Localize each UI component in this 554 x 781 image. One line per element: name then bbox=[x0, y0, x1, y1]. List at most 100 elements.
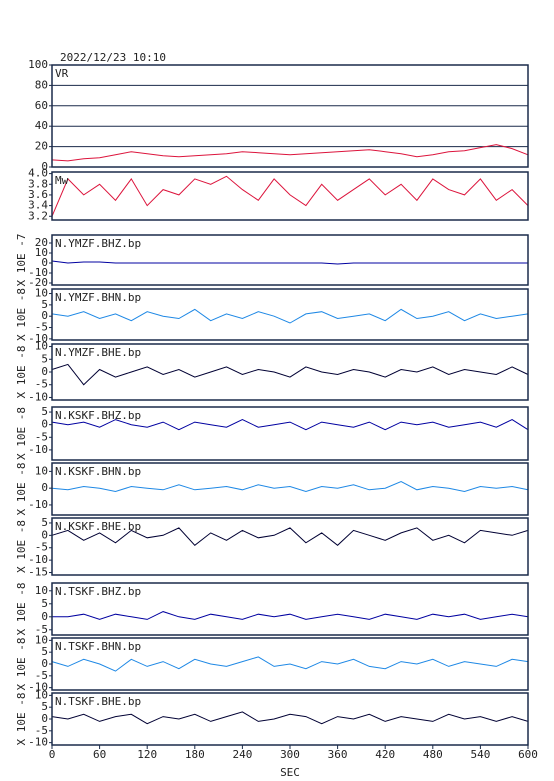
y-tick-label: 10 bbox=[35, 584, 48, 597]
y-tick-label: 40 bbox=[35, 119, 48, 132]
y-tick-label: 20 bbox=[35, 140, 48, 153]
y-tick-label: 5 bbox=[41, 298, 48, 311]
y-tick-label: 0 bbox=[41, 256, 48, 269]
y-tick-label: 5 bbox=[41, 597, 48, 610]
y-tick-label: -5 bbox=[35, 724, 48, 737]
waveform bbox=[51, 656, 529, 672]
y-tick-label: 10 bbox=[35, 464, 48, 477]
panel-title: N.TSKF.BHZ.bp bbox=[55, 585, 141, 598]
y-tick-label: 5 bbox=[41, 352, 48, 365]
waveform bbox=[52, 611, 529, 620]
x-tick-label: 180 bbox=[185, 748, 205, 761]
y-axis-label: X 10E -8 bbox=[15, 520, 28, 573]
panel-title: Mw bbox=[55, 174, 69, 187]
panel-frame bbox=[51, 64, 529, 168]
y-tick-label: -10 bbox=[28, 443, 48, 456]
y-tick-label: 0 bbox=[41, 418, 48, 431]
y-tick-label: 5 bbox=[41, 645, 48, 658]
panel-frame bbox=[51, 406, 529, 461]
y-tick-label: -10 bbox=[28, 266, 48, 279]
waveform bbox=[51, 527, 529, 546]
x-tick-label: 240 bbox=[232, 748, 252, 761]
panel-frame bbox=[51, 171, 529, 221]
y-tick-label: 80 bbox=[35, 78, 48, 91]
waveform bbox=[51, 363, 529, 386]
y-tick-label: 0 bbox=[41, 481, 48, 494]
y-tick-label: -10 bbox=[28, 553, 48, 566]
panel-title: N.KSKF.BHN.bp bbox=[55, 465, 141, 478]
panel-title: N.TSKF.BHE.bp bbox=[55, 695, 141, 708]
y-tick-label: 4.0 bbox=[28, 167, 48, 180]
y-tick-label: -10 bbox=[28, 332, 48, 345]
y-tick-label: -5 bbox=[35, 321, 48, 334]
y-tick-label: 10 bbox=[35, 287, 48, 300]
x-tick-label: 300 bbox=[280, 748, 300, 761]
y-tick-label: -5 bbox=[35, 430, 48, 443]
x-tick-label: 60 bbox=[93, 748, 106, 761]
y-tick-label: -10 bbox=[28, 681, 48, 694]
x-tick-label: 120 bbox=[137, 748, 157, 761]
y-tick-label: -20 bbox=[28, 276, 48, 289]
x-tick-label: 480 bbox=[423, 748, 443, 761]
waveform bbox=[51, 308, 529, 324]
panel-title: N.TSKF.BHN.bp bbox=[55, 640, 141, 653]
y-tick-label: -5 bbox=[35, 623, 48, 636]
y-tick-label: 0 bbox=[41, 160, 48, 173]
y-axis-label: X 10E -8 bbox=[15, 407, 28, 460]
y-tick-label: 0 bbox=[41, 712, 48, 725]
x-tick-label: 0 bbox=[49, 748, 56, 761]
y-tick-label: 20 bbox=[35, 236, 48, 249]
y-tick-label: 0 bbox=[41, 309, 48, 322]
y-tick-label: -5 bbox=[35, 669, 48, 682]
y-axis-label: X 10E -7 bbox=[15, 234, 28, 287]
x-tick-label: 600 bbox=[518, 748, 538, 761]
y-tick-label: -5 bbox=[35, 378, 48, 391]
panel-title: N.YMZF.BHN.bp bbox=[55, 291, 141, 304]
y-axis-label: X 10E -8 bbox=[15, 638, 28, 691]
panel-title: N.KSKF.BHZ.bp bbox=[55, 409, 141, 422]
panel-frame bbox=[51, 343, 529, 401]
y-tick-label: -10 bbox=[28, 390, 48, 403]
waveform bbox=[51, 480, 529, 493]
y-axis-label: X 10E -8 bbox=[15, 693, 28, 746]
x-axis-label: SEC bbox=[280, 766, 300, 779]
x-tick-label: 540 bbox=[470, 748, 490, 761]
panel-frame bbox=[51, 582, 529, 636]
panel-frame bbox=[51, 637, 529, 691]
y-tick-label: 3.4 bbox=[28, 199, 48, 212]
y-tick-label: 0 bbox=[41, 610, 48, 623]
panel-frame bbox=[51, 517, 529, 576]
panel-frame bbox=[51, 462, 529, 516]
y-tick-label: 5 bbox=[41, 700, 48, 713]
waveform bbox=[51, 144, 529, 162]
panel-title: VR bbox=[55, 67, 69, 80]
y-axis-label: X 10E -8 bbox=[15, 288, 28, 341]
y-tick-label: 3.8 bbox=[28, 177, 48, 190]
y-tick-label: 5 bbox=[41, 405, 48, 418]
chart-title: 2022/12/23 10:10 bbox=[60, 51, 166, 64]
y-tick-label: -10 bbox=[28, 736, 48, 749]
x-tick-label: 360 bbox=[328, 748, 348, 761]
panel-title: N.YMZF.BHZ.bp bbox=[55, 237, 141, 250]
y-tick-label: -15 bbox=[28, 566, 48, 579]
y-tick-label: 3.2 bbox=[28, 209, 48, 222]
y-tick-label: -10 bbox=[28, 498, 48, 511]
waveform bbox=[51, 711, 529, 725]
y-axis-label: X 10E -8 bbox=[15, 583, 28, 636]
y-tick-label: 10 bbox=[35, 246, 48, 259]
y-axis-label: X 10E -8 bbox=[15, 346, 28, 399]
panel-frame bbox=[51, 288, 529, 341]
y-tick-label: 100 bbox=[28, 58, 48, 71]
y-tick-label: 0 bbox=[41, 528, 48, 541]
waveform bbox=[51, 175, 529, 217]
y-tick-label: 0 bbox=[41, 657, 48, 670]
panel-title: N.KSKF.BHE.bp bbox=[55, 520, 141, 533]
y-tick-label: -5 bbox=[35, 541, 48, 554]
y-tick-label: 10 bbox=[35, 633, 48, 646]
y-tick-label: 10 bbox=[35, 340, 48, 353]
y-tick-label: 0 bbox=[41, 365, 48, 378]
y-tick-label: 3.6 bbox=[28, 188, 48, 201]
x-tick-label: 420 bbox=[375, 748, 395, 761]
